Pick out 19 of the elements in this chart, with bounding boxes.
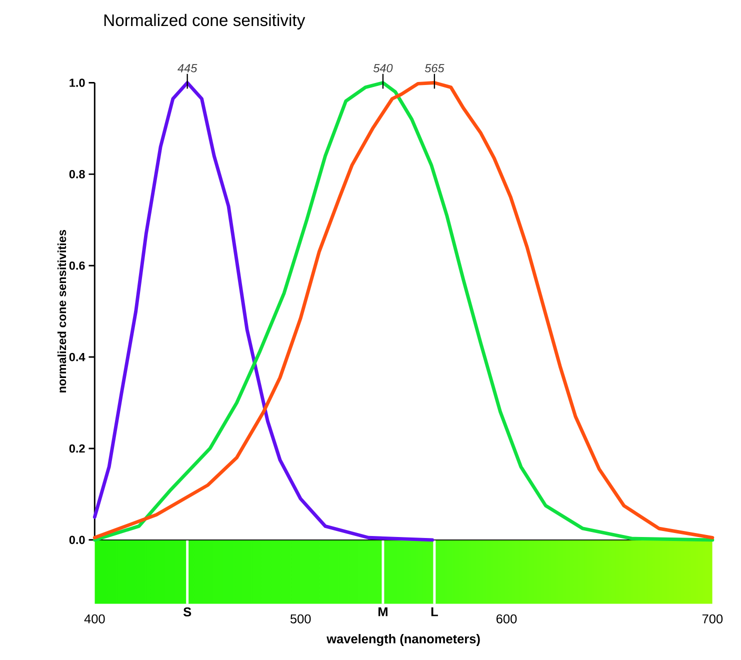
y-tick-label: 0.2 xyxy=(69,444,85,453)
annotation: 540 xyxy=(373,64,393,72)
annotation: 565 xyxy=(424,64,444,72)
text: S xyxy=(183,607,192,616)
x-tick-label: 600 xyxy=(496,614,517,624)
chart-title: Normalized cone sensitivity xyxy=(104,14,306,30)
x-tick-label: 500 xyxy=(290,614,311,624)
y-tick-label: 0.4 xyxy=(69,352,86,362)
y-tick-label: 0.8 xyxy=(69,170,85,178)
y-axis-title: normalized cone sensitivities xyxy=(57,230,66,392)
y-tick-label: 1.0 xyxy=(70,78,85,87)
text: M xyxy=(378,607,388,616)
x-axis-title: wavelength (nanometers) xyxy=(326,634,480,646)
x-tick-label: 400 xyxy=(84,614,105,624)
y-tick-label: 0.0 xyxy=(69,536,85,544)
x-tick-label: 700 xyxy=(702,614,723,624)
annotation: 445 xyxy=(178,64,198,72)
y-tick-label: 0.6 xyxy=(69,261,85,270)
text: L xyxy=(431,607,438,616)
